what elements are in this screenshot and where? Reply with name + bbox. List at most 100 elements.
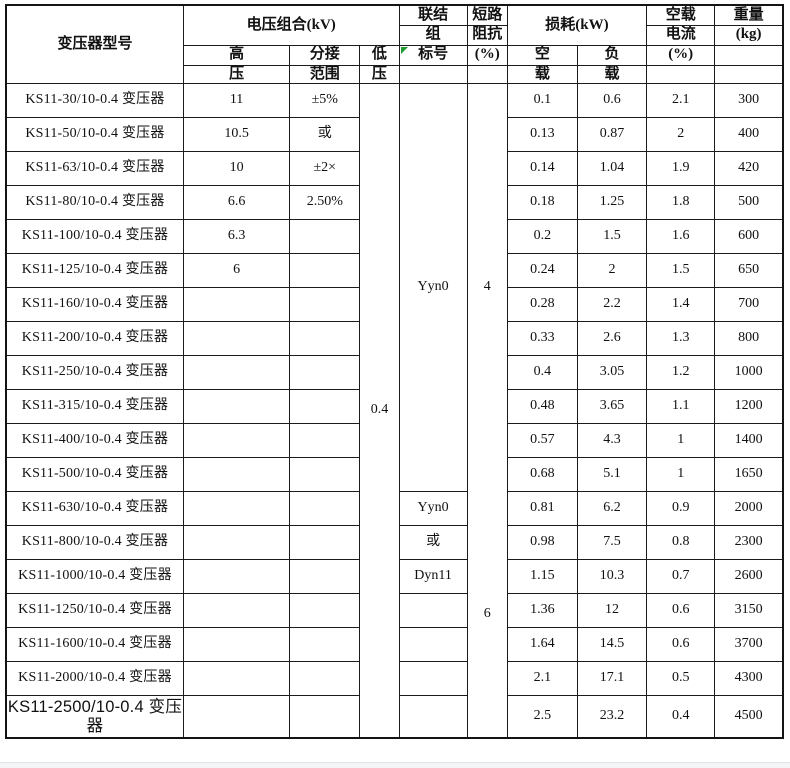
noload-current-cell: 0.7 (646, 558, 716, 594)
load-loss-cell: 2.6 (576, 320, 648, 356)
tap-cell: ±5% (289, 82, 361, 118)
weight-cell: 500 (714, 184, 784, 220)
table-row: KS11-2500/10-0.4 变压器 2.5 23.2 0.4 4500 (5, 694, 784, 739)
header-load-loss-line2: 载 (576, 64, 648, 84)
model-cell: KS11-30/10-0.4 变压器 (5, 82, 184, 118)
noload-current-cell: 2.1 (646, 82, 716, 118)
tap-cell: 2.50% (289, 184, 361, 220)
header-impedance-line2: 阻抗 (466, 24, 508, 46)
noload-loss-cell: 0.13 (506, 116, 578, 152)
load-loss-cell: 14.5 (576, 626, 648, 662)
header-vector-group-line3: 标号 (398, 44, 468, 66)
table-row: KS11-80/10-0.4 变压器 6.6 2.50% 0.18 1.25 1… (5, 184, 784, 220)
bottom-divider (0, 762, 790, 768)
model-cell: KS11-1000/10-0.4 变压器 (5, 558, 184, 594)
vector-group-merged-cell: Yyn0 (398, 82, 468, 492)
table-row: KS11-30/10-0.4 变压器 11 ±5% 0.4 Yyn0 4 0.1… (5, 82, 784, 739)
header-row-4: 压 范围 压 载 载 (6, 64, 784, 84)
table-row: KS11-400/10-0.4 变压器 0.57 4.3 1 1400 (5, 422, 784, 458)
noload-loss-cell: 1.15 (506, 558, 578, 594)
transformer-spec-table: 变压器型号 电压组合(kV) 联结 短路 损耗(kW) 空载 重量 组 阻抗 电… (5, 4, 784, 740)
weight-cell: 4500 (714, 694, 784, 739)
model-cell: KS11-630/10-0.4 变压器 (5, 490, 184, 526)
table-body: KS11-30/10-0.4 变压器 11 ±5% 0.4 Yyn0 4 0.1… (5, 82, 784, 739)
model-cell: KS11-500/10-0.4 变压器 (5, 456, 184, 492)
hv-cell (182, 490, 291, 526)
noload-current-cell: 1.3 (646, 320, 716, 356)
model-cell: KS11-400/10-0.4 变压器 (5, 422, 184, 458)
model-cell: KS11-2000/10-0.4 变压器 (5, 660, 184, 696)
header-load-loss-line1: 负 (576, 44, 648, 66)
vector-group-cell: 或 (398, 524, 468, 560)
tap-cell (289, 422, 361, 458)
load-loss-cell: 1.04 (576, 150, 648, 186)
weight-cell: 1200 (714, 388, 784, 424)
noload-loss-cell: 1.64 (506, 626, 578, 662)
weight-cell: 700 (714, 286, 784, 322)
hv-cell (182, 592, 291, 628)
header-impedance-line1: 短路 (466, 4, 508, 26)
table-row: KS11-250/10-0.4 变压器 0.4 3.05 1.2 1000 (5, 354, 784, 390)
header-weight-line1: 重量 (714, 4, 784, 26)
weight-cell: 3150 (714, 592, 784, 628)
hv-cell: 10.5 (182, 116, 291, 152)
header-noload-loss-line2: 载 (506, 64, 578, 84)
vector-group-cell (398, 660, 468, 696)
load-loss-cell: 2.2 (576, 286, 648, 322)
noload-loss-cell: 2.1 (506, 660, 578, 696)
load-loss-cell: 1.5 (576, 218, 648, 254)
table-row: KS11-200/10-0.4 变压器 0.33 2.6 1.3 800 (5, 320, 784, 356)
noload-current-cell: 1.4 (646, 286, 716, 322)
table-row: KS11-500/10-0.4 变压器 0.68 5.1 1 1650 (5, 456, 784, 492)
tap-cell (289, 490, 361, 526)
table-row: KS11-1250/10-0.4 变压器 1.36 12 0.6 3150 (5, 592, 784, 628)
tap-cell: ±2× (289, 150, 361, 186)
model-cell: KS11-100/10-0.4 变压器 (5, 218, 184, 254)
cell-comment-marker-icon (400, 46, 408, 54)
noload-loss-cell: 0.33 (506, 320, 578, 356)
header-tap-line1: 分接 (289, 44, 361, 66)
table-row: KS11-315/10-0.4 变压器 0.48 3.65 1.1 1200 (5, 388, 784, 424)
noload-loss-cell: 0.48 (506, 388, 578, 424)
impedance-upper-merged-cell: 4 (466, 82, 508, 492)
header-weight-spacer-2 (714, 64, 784, 84)
noload-loss-cell: 0.24 (506, 252, 578, 288)
hv-cell: 6.6 (182, 184, 291, 220)
model-cell: KS11-200/10-0.4 变压器 (5, 320, 184, 356)
weight-cell: 420 (714, 150, 784, 186)
noload-current-cell: 0.9 (646, 490, 716, 526)
tap-cell (289, 626, 361, 662)
table-row: KS11-1600/10-0.4 变压器 1.64 14.5 0.6 3700 (5, 626, 784, 662)
vector-group-cell: Yyn0 (398, 490, 468, 526)
table-row: KS11-630/10-0.4 变压器 Yyn0 6 0.81 6.2 0.9 … (5, 490, 784, 739)
tap-cell (289, 354, 361, 390)
tap-cell (289, 252, 361, 288)
noload-current-cell: 0.6 (646, 626, 716, 662)
noload-loss-cell: 0.4 (506, 354, 578, 390)
tap-cell (289, 524, 361, 560)
tap-cell (289, 218, 361, 254)
tap-cell (289, 286, 361, 322)
hv-cell (182, 456, 291, 492)
model-cell: KS11-125/10-0.4 变压器 (5, 252, 184, 288)
hv-cell (182, 422, 291, 458)
hv-cell (182, 660, 291, 696)
model-cell: KS11-50/10-0.4 变压器 (5, 116, 184, 152)
noload-current-cell: 0.5 (646, 660, 716, 696)
noload-current-cell: 1.5 (646, 252, 716, 288)
table-row: KS11-160/10-0.4 变压器 0.28 2.2 1.4 700 (5, 286, 784, 322)
noload-current-cell: 0.6 (646, 592, 716, 628)
header-noload-current-line1: 空载 (646, 4, 716, 26)
tap-cell (289, 660, 361, 696)
load-loss-cell: 5.1 (576, 456, 648, 492)
noload-current-cell: 1.9 (646, 150, 716, 186)
weight-cell: 600 (714, 218, 784, 254)
table-row: KS11-125/10-0.4 变压器 6 0.24 2 1.5 650 (5, 252, 784, 288)
load-loss-cell: 7.5 (576, 524, 648, 560)
noload-current-cell: 1.6 (646, 218, 716, 254)
header-hv-line2: 压 (182, 64, 291, 84)
load-loss-cell: 3.65 (576, 388, 648, 424)
noload-current-cell: 0.4 (646, 694, 716, 739)
lv-merged-cell: 0.4 (359, 82, 400, 739)
weight-cell: 1650 (714, 456, 784, 492)
